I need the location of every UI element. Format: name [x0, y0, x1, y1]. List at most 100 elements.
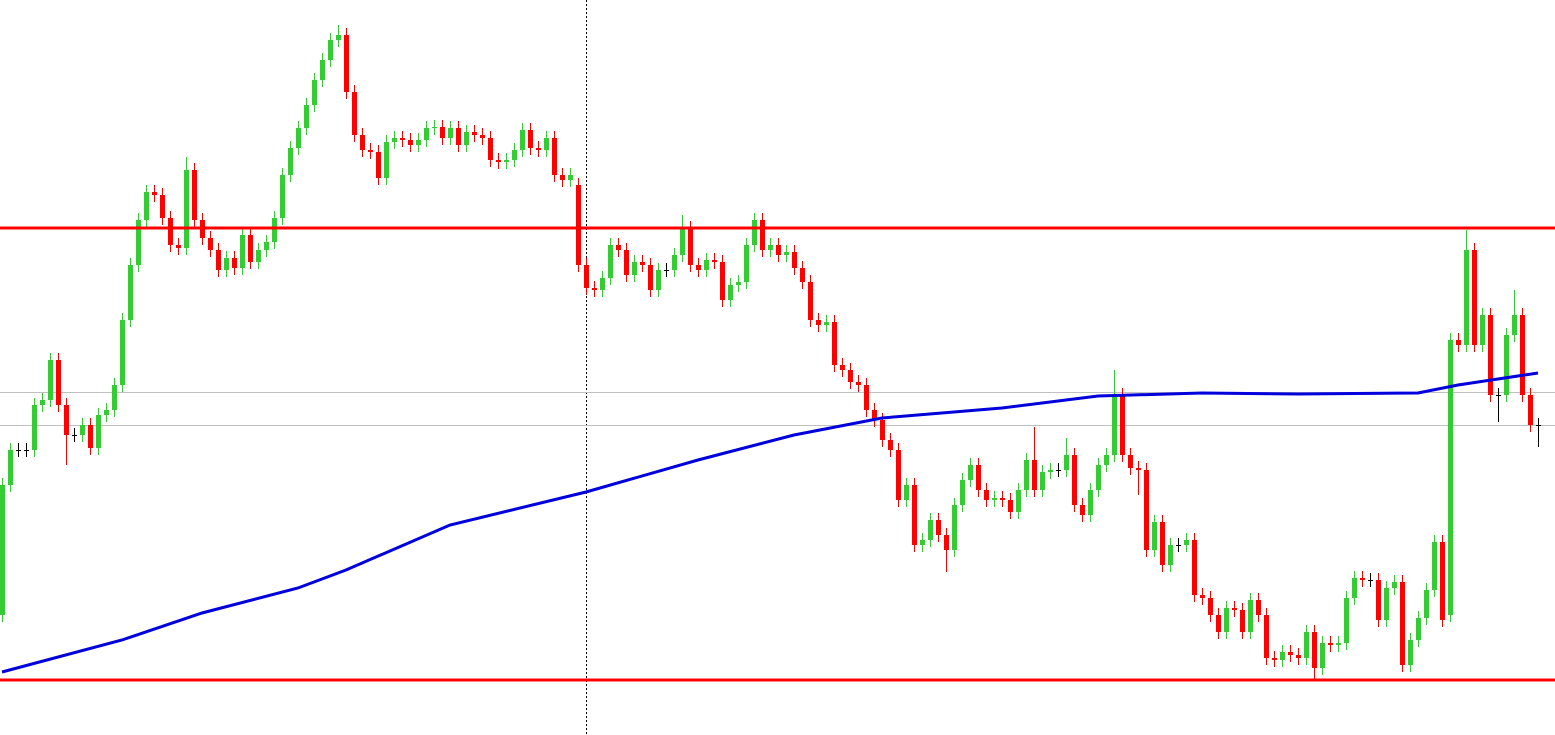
candle-body [384, 142, 389, 178]
candle-body [1448, 340, 1453, 615]
candle-body [1200, 595, 1205, 598]
candle-body [968, 465, 973, 480]
candle-body [992, 498, 997, 500]
candle-body [288, 148, 293, 175]
candle-body [1256, 600, 1261, 615]
candle-body [1184, 540, 1189, 545]
candle-body [1136, 468, 1141, 470]
candle-body [528, 130, 533, 148]
candle-body [352, 92, 357, 135]
candle-body [648, 265, 653, 290]
candle-body [112, 385, 117, 410]
candle-body [848, 370, 853, 382]
candle-body [216, 250, 221, 270]
candle-body [344, 35, 349, 92]
candle-body [1504, 335, 1509, 395]
candle-body [448, 128, 453, 138]
candle-body [256, 250, 261, 262]
candle-body [408, 140, 413, 145]
candle-body [360, 135, 365, 150]
candle-body [1096, 465, 1101, 490]
candle-body [424, 128, 429, 140]
candle-body [792, 252, 797, 268]
candle-body [1488, 315, 1493, 395]
moving-average [1, 371, 1539, 674]
candle-body [0, 485, 5, 615]
candle-body [120, 320, 125, 385]
candle-body [768, 245, 773, 250]
candle-body [248, 235, 253, 262]
candle-body [272, 218, 277, 242]
candle-body [1120, 395, 1125, 455]
candle-body [960, 480, 965, 505]
candle-body [1048, 470, 1053, 472]
candle-body [184, 170, 189, 248]
candle-body [1528, 395, 1533, 425]
candle-body [536, 148, 541, 150]
candle-body [928, 520, 933, 540]
candle-body [1408, 640, 1413, 665]
candle-body [1216, 615, 1221, 632]
candle-body [1128, 455, 1133, 468]
candle-body [816, 320, 821, 325]
candle-body [1040, 472, 1045, 490]
candle-body [856, 382, 861, 385]
candle-body [264, 242, 269, 250]
candle-body [240, 235, 245, 268]
candle-body [656, 270, 661, 290]
candle-body [1392, 582, 1397, 588]
candle-body [736, 282, 741, 285]
candle-body [1064, 455, 1069, 470]
candle-body [480, 135, 485, 138]
candle-body [840, 365, 845, 370]
candle-body [1056, 470, 1061, 471]
candle-body [1312, 632, 1317, 668]
candle-body [1032, 460, 1037, 490]
candle-body [280, 175, 285, 218]
candle-body [1536, 425, 1541, 426]
candle-body [1352, 578, 1357, 598]
candle-body [776, 245, 781, 255]
candle-body [872, 410, 877, 420]
candle-body [1520, 315, 1525, 395]
candle-body [296, 128, 301, 148]
candle-body [1472, 250, 1477, 345]
candle-body [472, 132, 477, 135]
candle-body [1080, 505, 1085, 515]
candle-body [1016, 490, 1021, 512]
candle-body [1288, 652, 1293, 655]
candle-body [1456, 340, 1461, 345]
candle-body [504, 160, 509, 162]
candle-body [560, 175, 565, 180]
candle-body [496, 160, 501, 162]
candle-body [864, 385, 869, 410]
candle-body [304, 105, 309, 128]
candle-body [80, 425, 85, 435]
candle-body [720, 262, 725, 300]
candle-body [1024, 460, 1029, 490]
candle-body [896, 450, 901, 500]
candle-body [760, 220, 765, 250]
candle-body [808, 282, 813, 320]
candle-body [312, 80, 317, 105]
candle-body [88, 425, 93, 448]
candle-body [1008, 500, 1013, 512]
candle-body [520, 130, 525, 150]
candle-body [984, 490, 989, 500]
candle-body [176, 245, 181, 248]
candle-body [24, 450, 29, 451]
candle-body [104, 410, 109, 415]
candle-body [8, 450, 13, 485]
candle-body [800, 268, 805, 282]
candle-body [320, 60, 325, 80]
candle-body [1320, 643, 1325, 668]
candle-body [1000, 498, 1005, 500]
candle-body [1376, 580, 1381, 620]
candle-body [600, 278, 605, 290]
candle-body [144, 192, 149, 220]
candle-body [1464, 250, 1469, 345]
candle-body [128, 265, 133, 320]
candle-body [1280, 652, 1285, 660]
candle-body [488, 138, 493, 160]
